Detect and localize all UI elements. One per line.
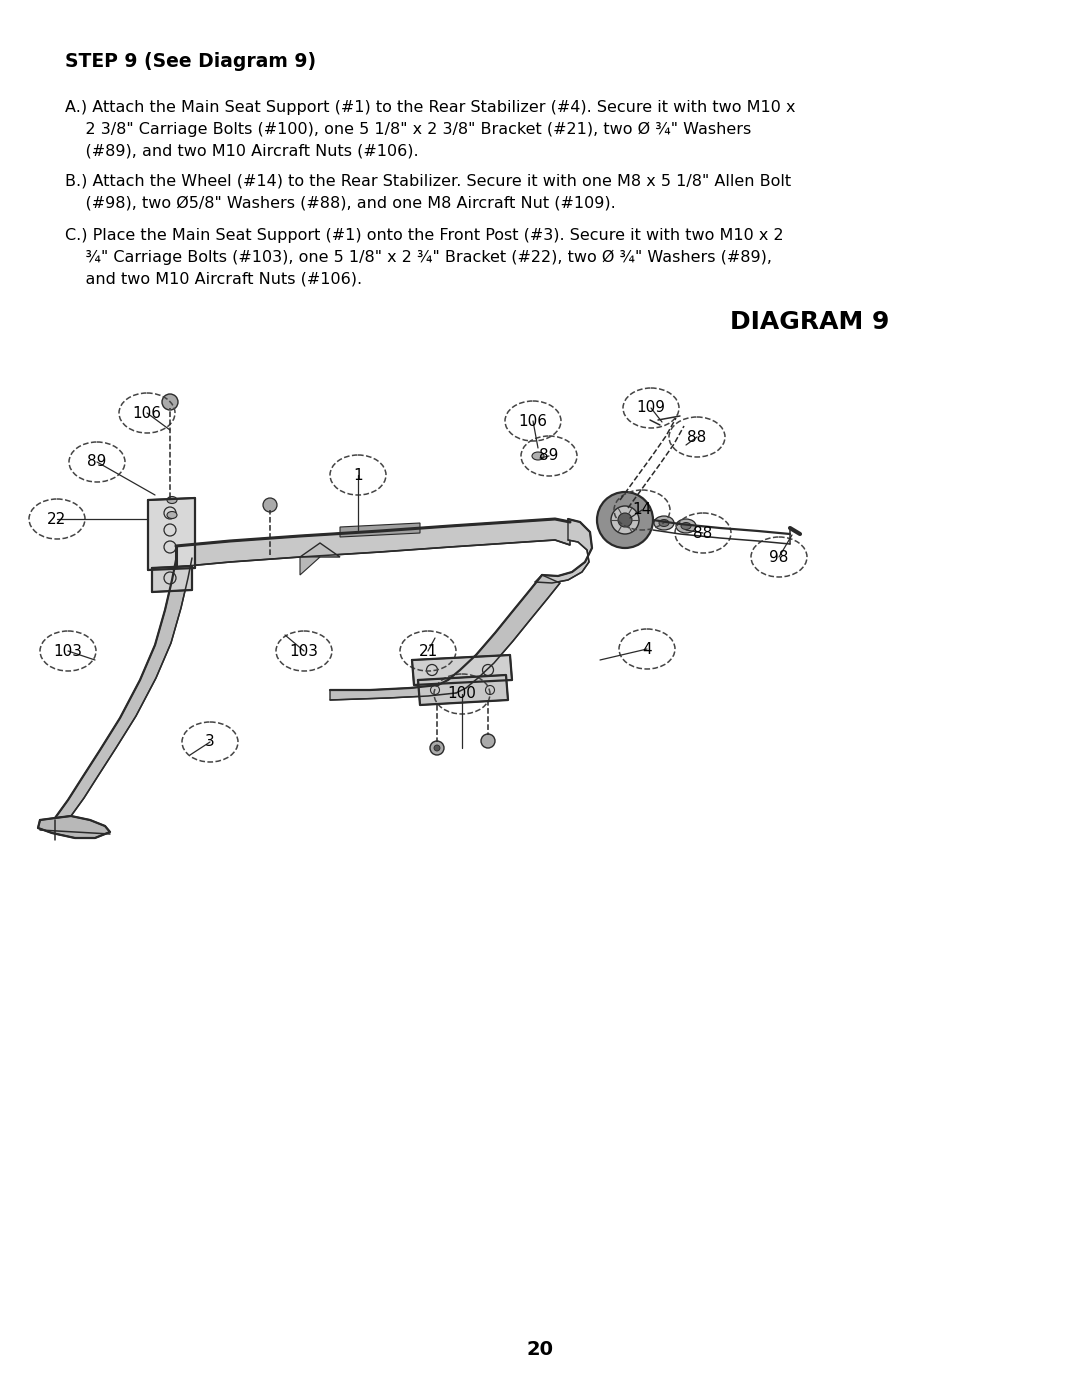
Polygon shape: [438, 576, 561, 693]
Text: 2 3/8" Carriage Bolts (#100), one 5 1/8" x 2 3/8" Bracket (#21), two Ø ¾" Washer: 2 3/8" Carriage Bolts (#100), one 5 1/8"…: [65, 122, 752, 137]
Polygon shape: [55, 557, 192, 819]
Polygon shape: [340, 522, 420, 536]
Circle shape: [434, 745, 440, 752]
Polygon shape: [330, 685, 456, 700]
Text: 88: 88: [693, 525, 713, 541]
Text: 106: 106: [133, 405, 162, 420]
Ellipse shape: [676, 520, 696, 534]
Text: 103: 103: [289, 644, 319, 658]
Text: 21: 21: [418, 644, 437, 658]
Ellipse shape: [659, 520, 669, 527]
Polygon shape: [300, 543, 340, 557]
Text: 3: 3: [205, 735, 215, 750]
Text: 1: 1: [353, 468, 363, 482]
Text: A.) Attach the Main Seat Support (#1) to the Rear Stabilizer (#4). Secure it wit: A.) Attach the Main Seat Support (#1) to…: [65, 101, 796, 115]
Text: 106: 106: [518, 414, 548, 429]
Text: DIAGRAM 9: DIAGRAM 9: [730, 310, 890, 334]
Text: 100: 100: [447, 686, 476, 701]
Polygon shape: [300, 557, 320, 576]
Polygon shape: [152, 566, 192, 592]
Text: 89: 89: [87, 454, 107, 469]
Ellipse shape: [167, 511, 177, 518]
Circle shape: [481, 733, 495, 747]
Circle shape: [597, 492, 653, 548]
Polygon shape: [38, 816, 110, 838]
Text: 22: 22: [48, 511, 67, 527]
Text: 89: 89: [539, 448, 558, 464]
Ellipse shape: [167, 496, 177, 503]
Circle shape: [430, 740, 444, 754]
Polygon shape: [148, 497, 195, 570]
Circle shape: [611, 506, 639, 534]
Text: 109: 109: [636, 401, 665, 415]
Circle shape: [618, 513, 632, 527]
Text: 88: 88: [687, 429, 706, 444]
Text: 98: 98: [769, 549, 788, 564]
Text: 103: 103: [54, 644, 82, 658]
Circle shape: [264, 497, 276, 511]
Text: (#98), two Ø5/8" Washers (#88), and one M8 Aircraft Nut (#109).: (#98), two Ø5/8" Washers (#88), and one …: [65, 196, 616, 211]
Polygon shape: [418, 675, 508, 705]
Text: ¾" Carriage Bolts (#103), one 5 1/8" x 2 ¾" Bracket (#22), two Ø ¾" Washers (#89: ¾" Carriage Bolts (#103), one 5 1/8" x 2…: [65, 250, 772, 265]
Ellipse shape: [532, 453, 544, 460]
Ellipse shape: [681, 522, 691, 529]
Text: 20: 20: [527, 1340, 554, 1359]
Text: and two M10 Aircraft Nuts (#106).: and two M10 Aircraft Nuts (#106).: [65, 272, 362, 286]
Text: STEP 9 (See Diagram 9): STEP 9 (See Diagram 9): [65, 52, 316, 71]
Polygon shape: [411, 655, 512, 685]
Polygon shape: [535, 520, 592, 583]
Text: 14: 14: [633, 503, 651, 517]
Polygon shape: [176, 520, 570, 567]
Circle shape: [162, 394, 178, 409]
Text: 4: 4: [643, 641, 652, 657]
Ellipse shape: [654, 515, 674, 529]
Text: B.) Attach the Wheel (#14) to the Rear Stabilizer. Secure it with one M8 x 5 1/8: B.) Attach the Wheel (#14) to the Rear S…: [65, 175, 792, 189]
Text: (#89), and two M10 Aircraft Nuts (#106).: (#89), and two M10 Aircraft Nuts (#106).: [65, 144, 419, 159]
Text: C.) Place the Main Seat Support (#1) onto the Front Post (#3). Secure it with tw: C.) Place the Main Seat Support (#1) ont…: [65, 228, 784, 243]
